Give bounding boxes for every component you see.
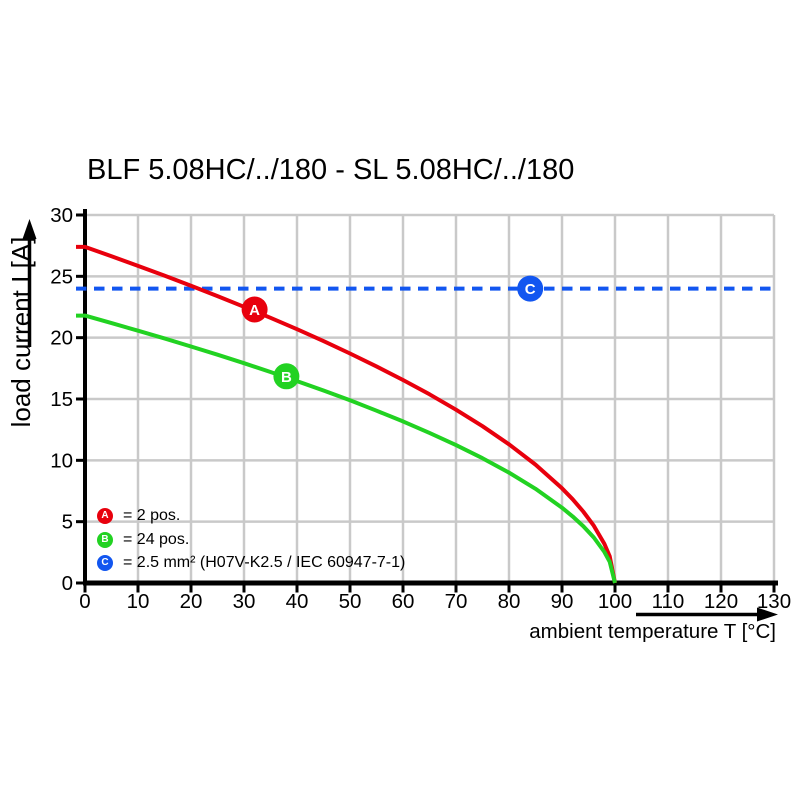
- marker-b: B: [273, 363, 300, 390]
- y-axis-label: load current I [A]: [6, 236, 36, 428]
- svg-text:B: B: [281, 369, 292, 386]
- x-tick-label: 70: [445, 590, 468, 613]
- marker-a: A: [241, 296, 268, 323]
- x-tick-label: 60: [392, 590, 415, 613]
- x-tick-label: 30: [233, 590, 256, 613]
- x-axis-label: ambient temperature T [°C]: [529, 620, 776, 643]
- tick-marks: 0 10 20 30 40 50 60 70 80 90 100 110 120 130 0 5 10 15 20 2…: [50, 204, 791, 613]
- legend-label: = 2.5 mm² (H07V-K2.5 / IEC 60947-7-1): [123, 554, 406, 572]
- x-axis-arrow-icon: [636, 607, 778, 622]
- x-tick-label: 130: [757, 590, 791, 613]
- legend-item: C = 2.5 mm² (H07V-K2.5 / IEC 60947-7-1): [97, 551, 405, 575]
- series-b-badge-icon: B: [97, 531, 113, 548]
- y-tick-label: 15: [50, 388, 73, 411]
- x-tick-label: 20: [180, 590, 203, 613]
- series-b-curve: [76, 313, 617, 584]
- svg-text:A: A: [249, 302, 260, 319]
- x-tick-label: 40: [286, 590, 309, 613]
- svg-text:C: C: [525, 281, 536, 298]
- x-tick-label: 10: [127, 590, 150, 613]
- legend-label: = 24 pos.: [123, 530, 190, 548]
- series-c-badge-icon: C: [97, 555, 113, 572]
- x-tick-label: 110: [652, 590, 685, 613]
- chart-title: BLF 5.08HC/../180 - SL 5.08HC/../180: [87, 154, 575, 186]
- x-tick-label: 80: [498, 590, 521, 613]
- legend-item: B = 24 pos.: [97, 528, 405, 552]
- y-tick-label: 0: [62, 572, 73, 595]
- legend-item: A = 2 pos.: [97, 504, 405, 528]
- marker-c: C: [517, 275, 544, 302]
- y-tick-label: 20: [50, 327, 73, 350]
- x-tick-label: 100: [598, 590, 632, 613]
- series-a-badge-icon: A: [97, 507, 113, 524]
- x-tick-label: 120: [704, 590, 738, 613]
- x-tick-label: 0: [79, 590, 90, 613]
- y-axis-arrow-icon: [22, 219, 37, 347]
- x-tick-label: 50: [339, 590, 362, 613]
- y-tick-label: 5: [62, 511, 73, 534]
- x-tick-label: 90: [551, 590, 574, 613]
- y-tick-label: 10: [50, 449, 73, 472]
- legend: A = 2 pos. B = 24 pos. C = 2.5 mm² (H07V…: [97, 504, 405, 575]
- y-tick-label: 30: [50, 204, 73, 227]
- series-a-curve: [76, 244, 617, 584]
- legend-label: = 2 pos.: [123, 506, 181, 524]
- y-tick-label: 25: [50, 265, 73, 288]
